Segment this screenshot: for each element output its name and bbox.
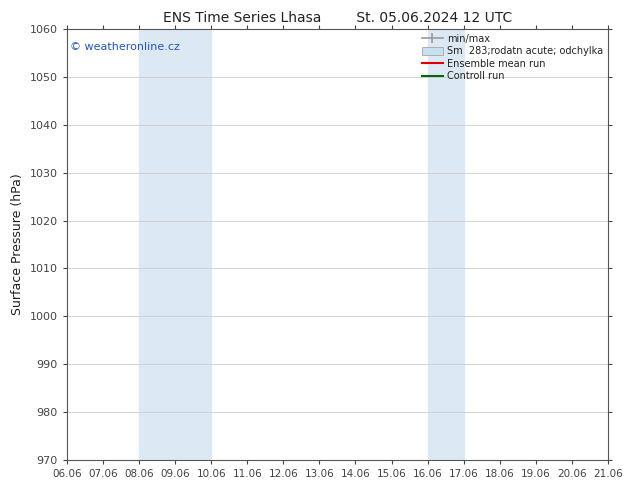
Bar	[427, 29, 463, 460]
Bar	[139, 29, 211, 460]
Y-axis label: Surface Pressure (hPa): Surface Pressure (hPa)	[11, 173, 24, 316]
Text: © weatheronline.cz: © weatheronline.cz	[70, 42, 179, 52]
Legend: min/max, Sm  283;rodatn acute; odchylka, Ensemble mean run, Controll run: min/max, Sm 283;rodatn acute; odchylka, …	[420, 32, 605, 83]
Title: ENS Time Series Lhasa        St. 05.06.2024 12 UTC: ENS Time Series Lhasa St. 05.06.2024 12 …	[163, 11, 512, 25]
